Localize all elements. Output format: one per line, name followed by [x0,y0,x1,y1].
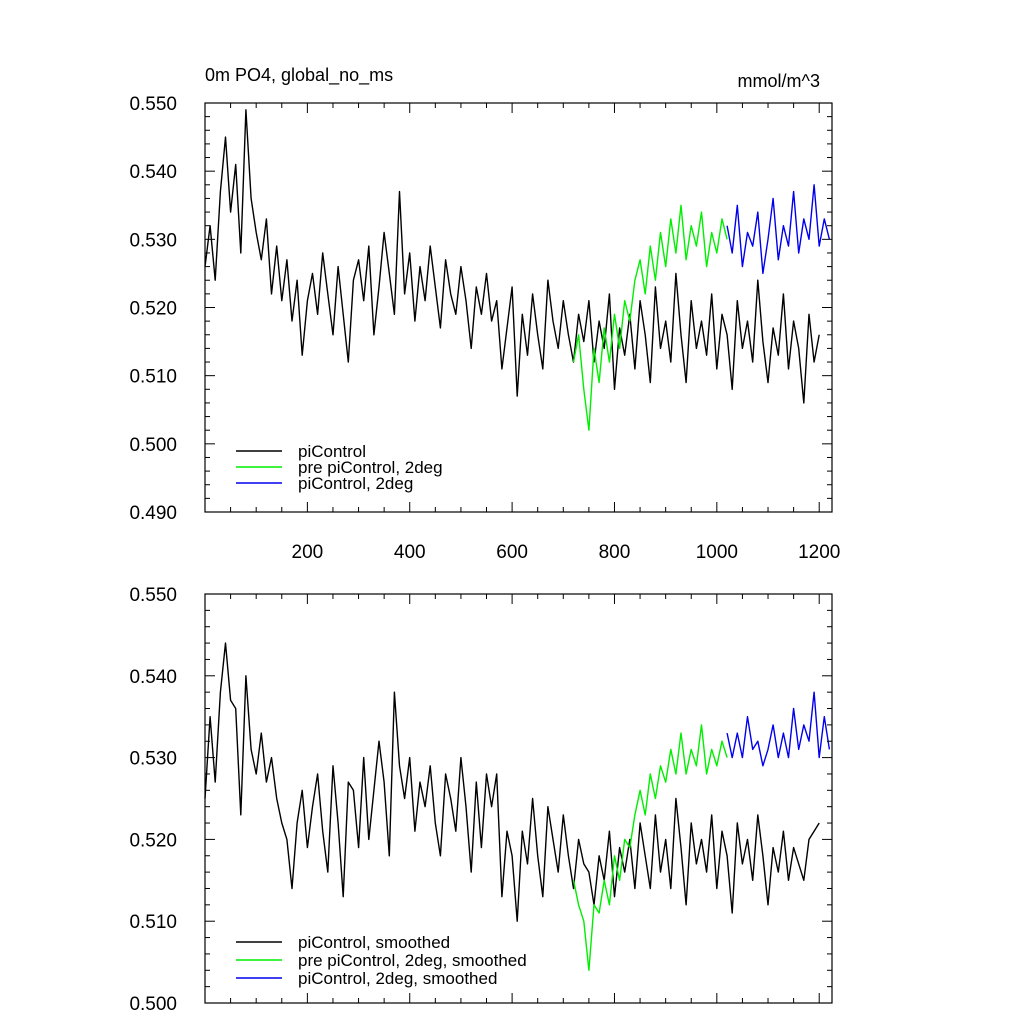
y-tick-label: 0.540 [129,667,177,688]
y-tick-label: 0.520 [129,299,177,320]
x-tick-label: 400 [394,542,426,563]
legend-label: pre piControl, 2deg, smoothed [298,951,527,970]
y-tick-label: 0.520 [129,830,177,851]
x-tick-label: 1000 [696,542,738,563]
legend-label: piControl, 2deg [298,474,413,493]
legend-label: piControl [298,442,366,461]
y-tick-label: 0.490 [129,503,177,524]
plot-frame [204,593,833,1004]
series-line-pre-picontrol-2deg-smoothed [572,724,728,971]
chart-title: 0m PO4, global_no_ms [205,65,393,86]
series-line-picontrol-2deg-smoothed [726,691,831,767]
y-tick-label: 0.530 [129,230,177,251]
legend-label: piControl, 2deg, smoothed [298,969,497,988]
series-line-picontrol-2deg [726,184,831,275]
y-tick-label: 0.530 [129,749,177,770]
chart-panel-2: 0.500 0.510 0.520 0.530 0.540 0.550 piControl,… [129,585,833,1015]
y-tick-label: 0.510 [129,367,177,388]
series-line-pre-picontrol-2deg [572,204,728,431]
chart-panel-1: 0.490 0.500 0.510 0.520 0.530 0.540 0.550 200 40… [129,65,840,563]
y-tick-label: 0.500 [129,994,177,1015]
series-line-picontrol [204,109,820,404]
y-tick-label: 0.550 [129,585,177,606]
y-tick-label: 0.550 [129,94,177,115]
series-line-picontrol-smoothed [204,642,820,922]
x-tick-label: 200 [292,542,324,563]
y-tick-label: 0.540 [129,162,177,183]
x-tick-label: 800 [599,542,631,563]
y-tick-label: 0.510 [129,912,177,933]
legend-label: pre piControl, 2deg [298,458,443,477]
y-tick-label: 0.500 [129,435,177,456]
x-tick-label: 1200 [798,542,840,563]
x-tick-label: 600 [496,542,528,563]
legend-label: piControl, smoothed [298,933,450,952]
units-label: mmol/m^3 [738,71,820,91]
